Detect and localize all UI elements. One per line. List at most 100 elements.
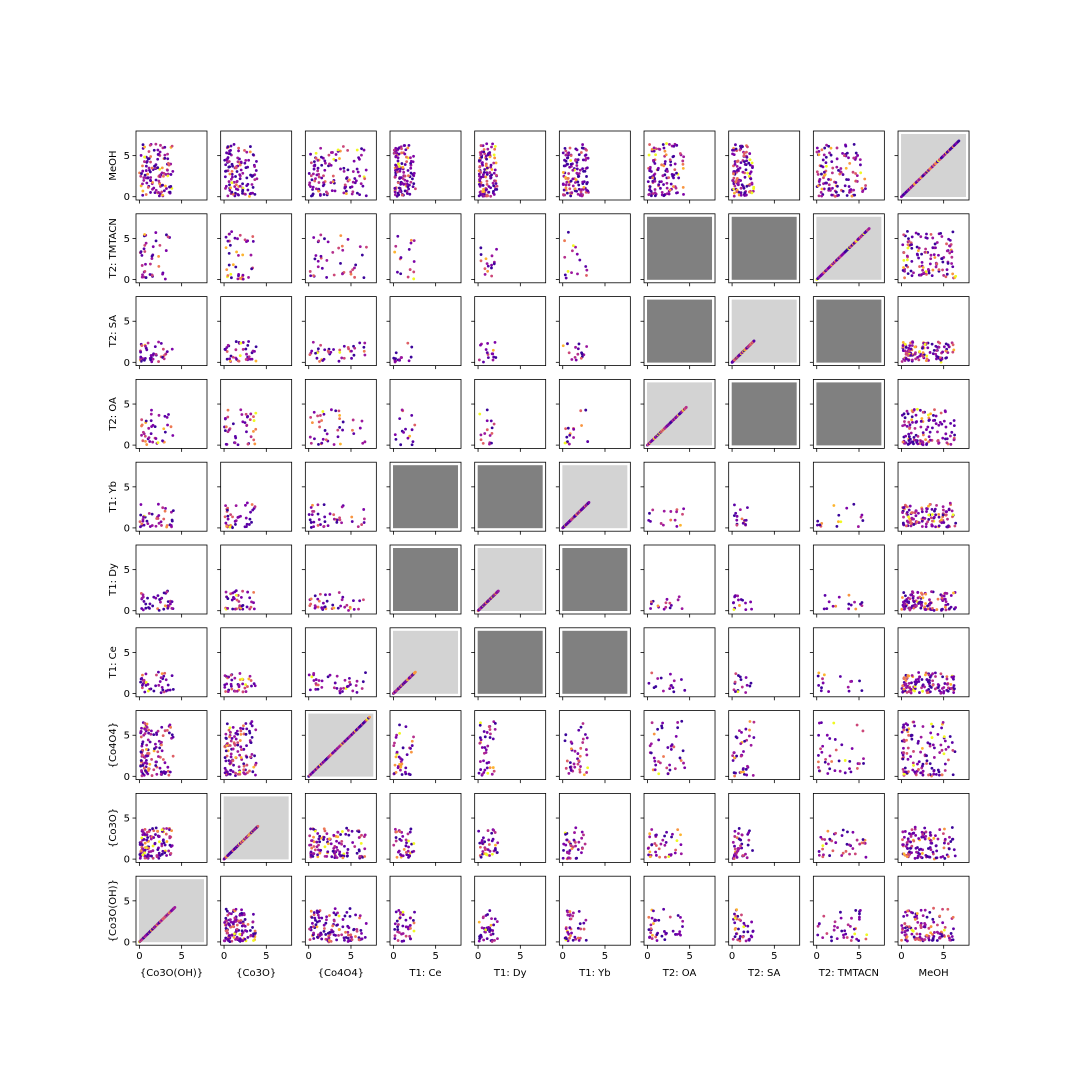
data-point xyxy=(575,148,579,152)
data-point xyxy=(738,604,741,607)
data-point xyxy=(163,156,167,160)
y-tick-label: 0 xyxy=(124,441,130,452)
data-point xyxy=(493,179,496,183)
data-point xyxy=(485,419,489,423)
data-point xyxy=(951,748,955,752)
data-point xyxy=(325,599,329,603)
data-point xyxy=(493,727,497,731)
data-point xyxy=(157,179,161,183)
data-point xyxy=(482,148,486,151)
data-point xyxy=(311,188,314,191)
subplot-co4o4-vs-t1-ce xyxy=(386,710,462,784)
data-point xyxy=(398,723,401,727)
data-point xyxy=(484,257,488,261)
data-point xyxy=(925,754,928,758)
data-point xyxy=(818,523,822,527)
data-point xyxy=(733,774,736,778)
data-point xyxy=(308,834,312,838)
data-point xyxy=(332,606,336,610)
subplot-frame xyxy=(728,544,801,615)
data-point xyxy=(947,237,951,241)
data-point xyxy=(915,252,919,256)
data-point xyxy=(845,842,849,846)
data-point xyxy=(901,340,905,344)
data-point xyxy=(241,682,245,686)
data-point xyxy=(491,737,495,741)
data-point xyxy=(231,526,234,530)
data-point xyxy=(139,174,143,178)
data-point xyxy=(140,522,144,526)
data-point xyxy=(928,430,932,434)
data-point xyxy=(145,348,149,352)
data-point xyxy=(312,510,316,513)
data-point xyxy=(673,162,677,166)
data-point xyxy=(159,143,162,147)
data-point xyxy=(920,678,924,681)
subplot-co3o-vs-co3o-oh: 05{Co3O} xyxy=(108,793,208,866)
data-point xyxy=(341,428,344,432)
data-point xyxy=(567,840,571,844)
data-point xyxy=(229,354,233,358)
data-point xyxy=(234,340,238,343)
data-point xyxy=(397,147,400,151)
data-point xyxy=(910,604,914,608)
y-tick-label: 5 xyxy=(124,731,130,742)
data-point xyxy=(839,520,843,524)
y-axis-label: {Co4O4} xyxy=(108,722,119,768)
data-point xyxy=(402,170,406,174)
data-point xyxy=(399,256,403,259)
data-point xyxy=(162,189,166,193)
subplot-t1-yb-vs-meoh xyxy=(894,461,970,535)
data-point xyxy=(663,834,666,838)
data-point xyxy=(140,264,144,267)
data-point xyxy=(343,678,347,682)
data-point xyxy=(663,160,667,163)
data-point xyxy=(574,178,578,182)
data-point xyxy=(926,520,930,524)
data-point xyxy=(485,179,489,183)
data-point xyxy=(495,184,499,188)
data-point xyxy=(577,183,581,187)
data-point xyxy=(225,525,229,528)
data-point xyxy=(669,603,673,607)
data-point xyxy=(346,829,350,832)
data-point xyxy=(141,833,145,837)
data-point xyxy=(950,509,954,513)
data-point xyxy=(564,175,567,179)
data-point xyxy=(160,524,163,527)
data-point xyxy=(163,671,167,675)
data-point xyxy=(309,174,313,178)
data-point xyxy=(239,160,243,164)
data-point xyxy=(859,163,862,167)
data-point xyxy=(146,176,150,180)
data-point xyxy=(735,855,739,859)
data-point xyxy=(486,147,490,151)
data-point xyxy=(825,143,828,147)
data-point xyxy=(653,179,657,183)
subplot-frame xyxy=(728,296,801,367)
data-point xyxy=(404,725,408,728)
data-point xyxy=(678,756,682,760)
data-point xyxy=(171,434,175,437)
data-point xyxy=(394,163,397,167)
data-point xyxy=(477,358,481,362)
data-point xyxy=(912,600,916,604)
data-point xyxy=(313,257,317,261)
data-point xyxy=(923,685,926,689)
data-point xyxy=(941,513,945,517)
data-point xyxy=(654,853,658,857)
data-point xyxy=(668,687,672,690)
data-point xyxy=(479,253,483,256)
data-point xyxy=(937,268,941,272)
data-point xyxy=(251,508,255,512)
data-point xyxy=(167,849,171,853)
data-point xyxy=(411,440,415,444)
data-point xyxy=(910,418,914,422)
data-point xyxy=(166,604,170,608)
data-point xyxy=(841,189,845,193)
data-point xyxy=(649,519,652,523)
data-point xyxy=(909,733,913,737)
data-point xyxy=(351,689,355,693)
data-point xyxy=(320,163,324,167)
data-point xyxy=(243,148,246,152)
